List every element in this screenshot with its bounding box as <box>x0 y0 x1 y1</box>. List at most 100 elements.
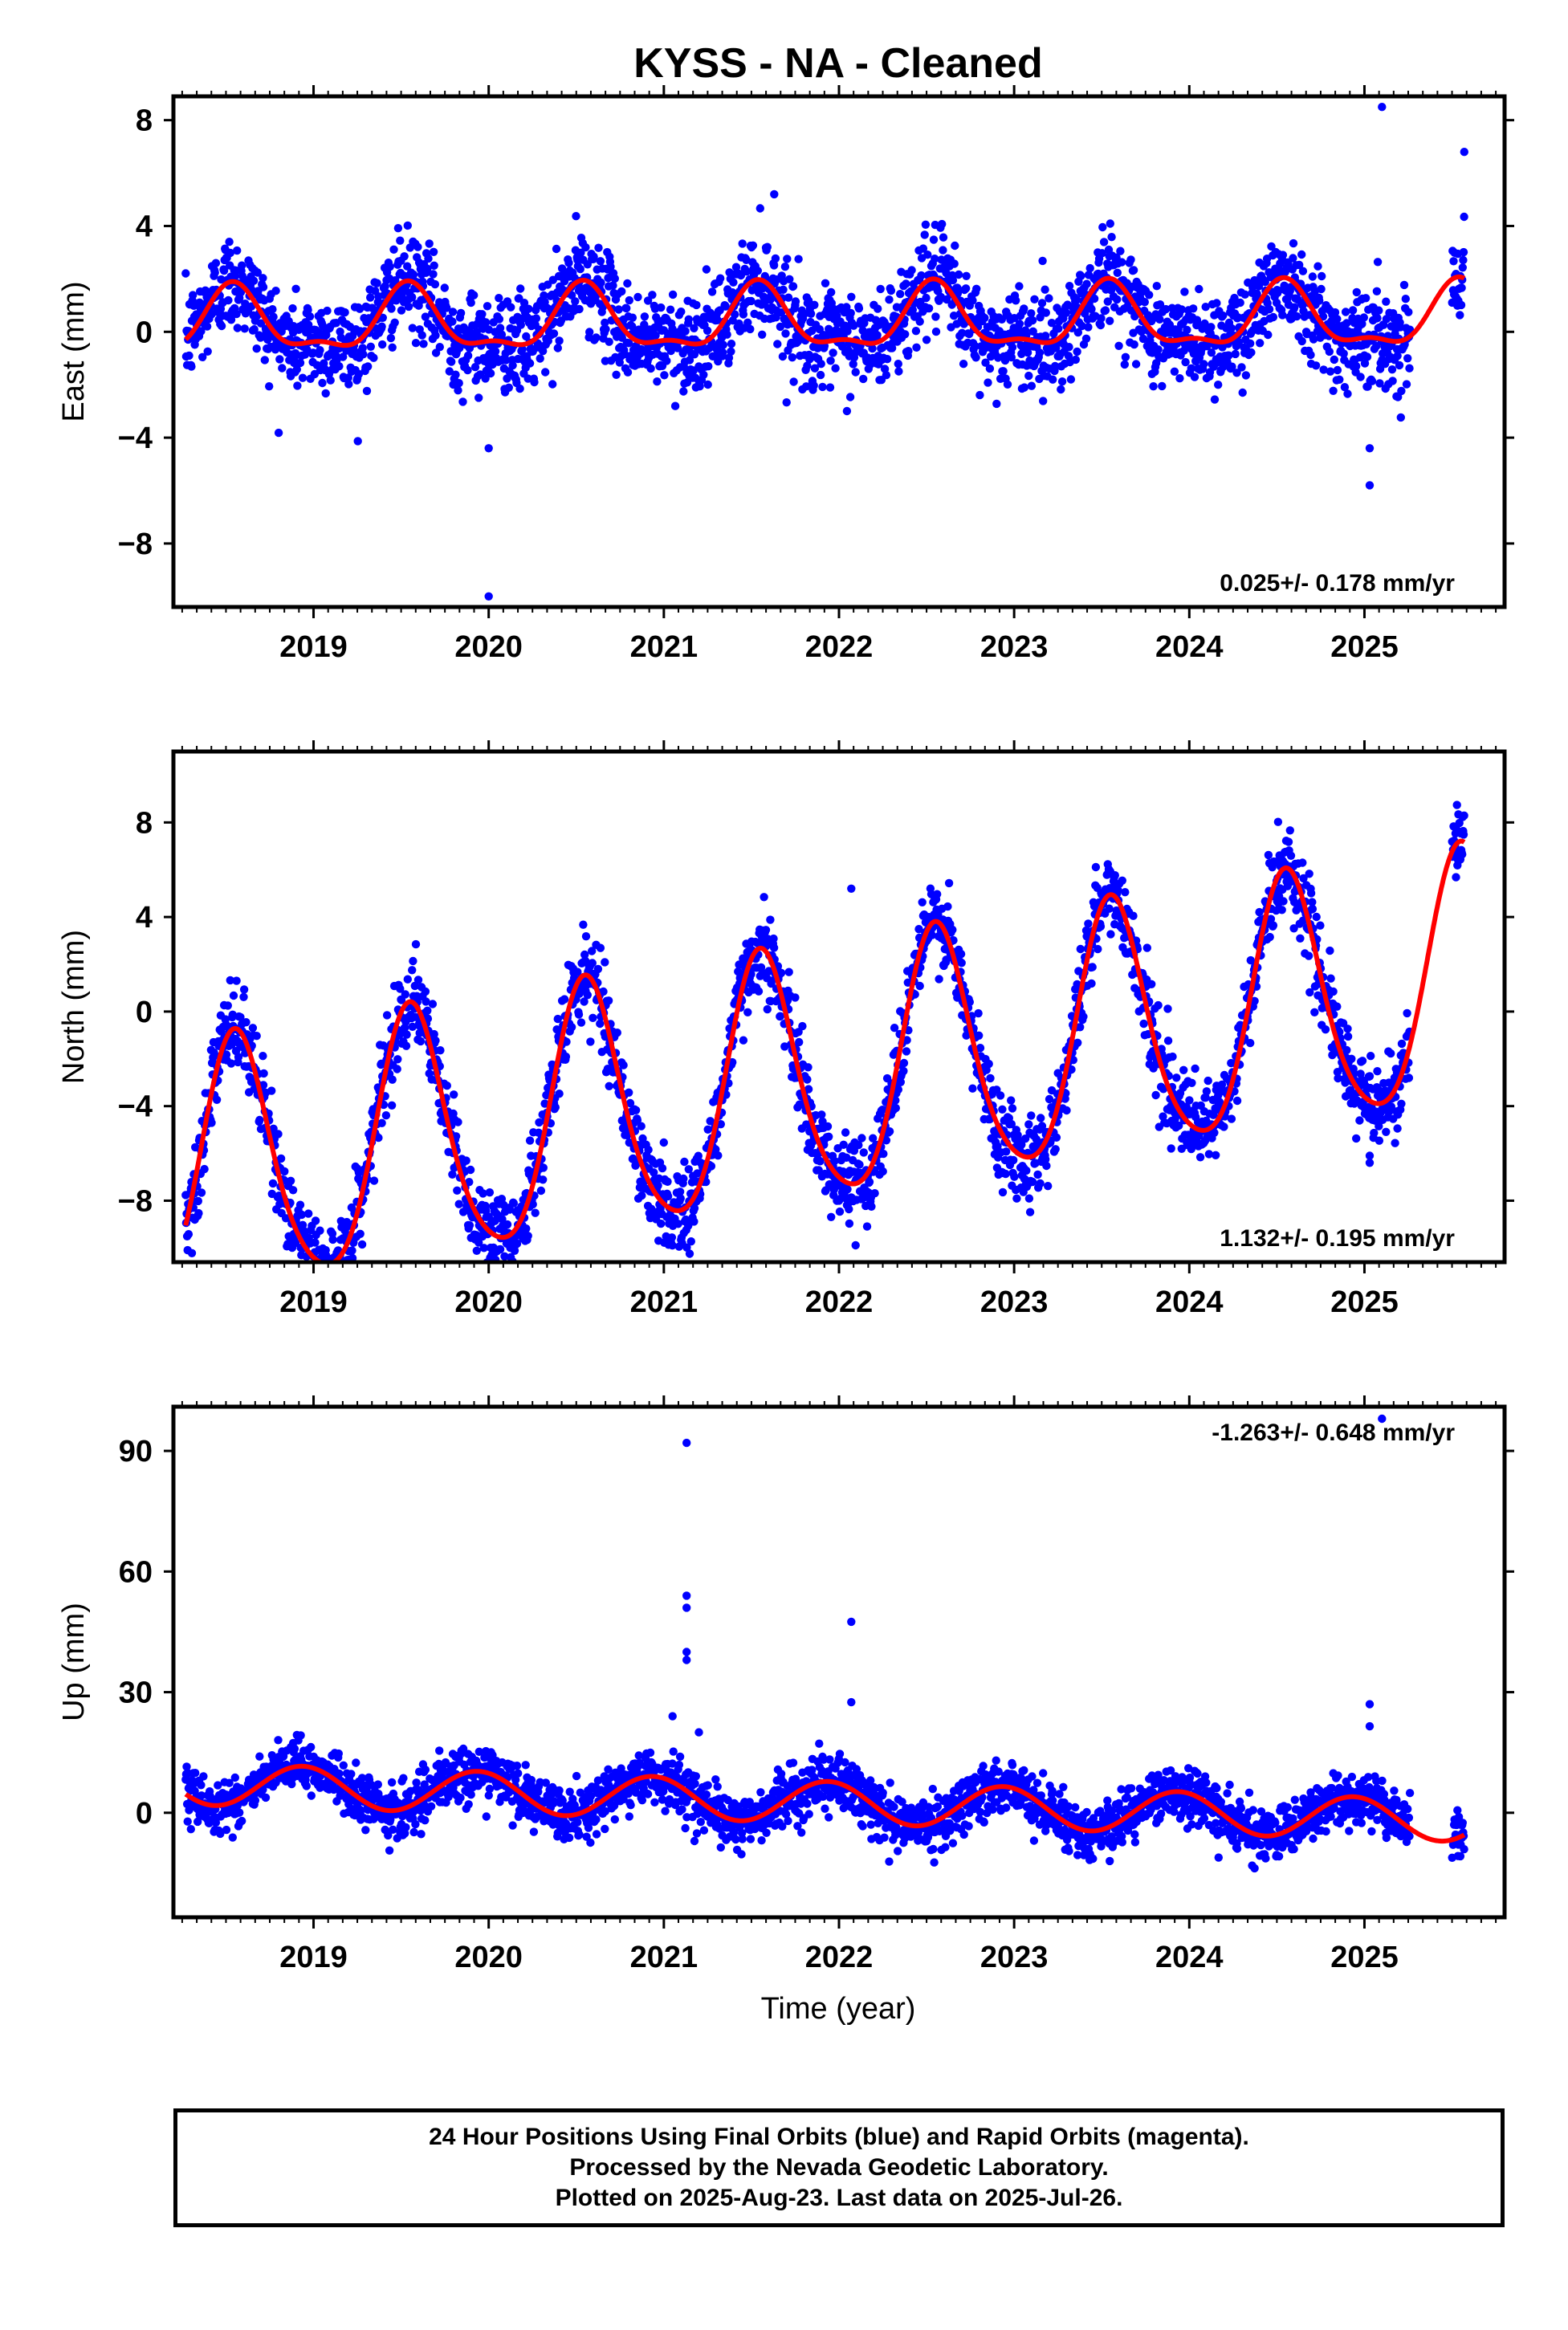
data-point <box>1161 304 1171 314</box>
data-point <box>816 370 825 380</box>
data-point <box>951 241 959 251</box>
data-point <box>1154 1000 1163 1010</box>
data-point <box>954 270 963 279</box>
data-point <box>677 308 686 316</box>
data-point <box>1045 294 1053 303</box>
data-point <box>719 348 727 357</box>
data-point <box>731 310 739 319</box>
data-point <box>1404 308 1413 316</box>
data-point <box>984 378 992 387</box>
data-point <box>495 1244 505 1254</box>
data-point <box>742 255 751 264</box>
data-point <box>413 976 423 984</box>
data-point <box>515 384 524 393</box>
data-point <box>1341 308 1350 316</box>
data-point <box>878 1106 887 1114</box>
data-point <box>831 364 840 373</box>
data-point <box>806 309 816 318</box>
data-point <box>255 1115 264 1125</box>
data-point <box>233 324 242 332</box>
data-point <box>522 1224 531 1233</box>
data-point <box>648 291 657 299</box>
data-point <box>882 371 891 380</box>
data-point <box>291 1272 299 1280</box>
data-point <box>316 1226 324 1235</box>
data-point <box>1007 1096 1016 1105</box>
data-point <box>324 1272 332 1280</box>
data-point <box>849 353 859 362</box>
data-point <box>685 356 694 365</box>
data-point <box>993 1142 1002 1151</box>
data-point <box>422 997 430 1006</box>
data-point <box>1185 1096 1194 1105</box>
data-point <box>859 1148 869 1157</box>
data-point <box>707 287 717 296</box>
data-point <box>1081 334 1091 343</box>
data-point <box>454 1200 463 1208</box>
data-point <box>1030 295 1039 303</box>
data-point <box>523 374 532 383</box>
data-point <box>560 995 569 1004</box>
data-point <box>878 1167 887 1176</box>
data-point <box>596 257 605 266</box>
data-point <box>340 308 349 317</box>
data-point <box>791 993 800 1002</box>
data-point <box>393 1055 402 1064</box>
data-point <box>430 279 440 289</box>
data-point <box>298 373 307 382</box>
data-point <box>1037 1114 1045 1122</box>
data-point <box>305 312 315 321</box>
data-point <box>859 374 868 384</box>
data-point <box>1024 1120 1033 1129</box>
data-point <box>238 261 246 270</box>
data-point <box>849 321 858 330</box>
data-point <box>768 976 776 985</box>
data-point <box>539 347 548 356</box>
data-point <box>232 309 241 319</box>
data-point <box>1167 303 1177 312</box>
data-point <box>1373 314 1382 323</box>
data-point <box>1045 1094 1054 1104</box>
data-point <box>761 926 771 935</box>
data-point <box>625 1088 633 1098</box>
data-point <box>1041 332 1050 340</box>
data-point <box>921 220 931 229</box>
data-point <box>619 1061 628 1069</box>
data-point <box>927 931 936 940</box>
data-point <box>393 1065 401 1073</box>
data-point <box>943 902 952 911</box>
data-point <box>1203 1076 1212 1086</box>
data-point <box>1028 1177 1037 1187</box>
data-point <box>729 278 738 287</box>
data-point <box>1002 1147 1011 1156</box>
data-point <box>703 326 712 335</box>
data-point <box>776 308 786 317</box>
data-point <box>1036 1179 1045 1188</box>
data-point <box>1247 348 1256 357</box>
data-point <box>586 1037 595 1046</box>
data-point <box>522 332 531 341</box>
data-point <box>588 959 597 967</box>
data-point <box>902 1036 911 1045</box>
data-point <box>531 1208 540 1217</box>
data-point <box>1204 1150 1214 1159</box>
chart-title: KYSS - NA - Cleaned <box>633 40 1043 87</box>
data-point <box>1309 335 1318 344</box>
data-point <box>1062 1106 1071 1115</box>
data-point <box>922 293 931 303</box>
data-point <box>1224 351 1233 360</box>
data-point <box>1057 385 1065 394</box>
data-point <box>561 1052 571 1061</box>
data-point <box>1106 219 1115 228</box>
data-point <box>653 377 662 386</box>
data-point <box>938 219 947 229</box>
data-point <box>1138 334 1148 344</box>
data-point <box>1008 343 1017 352</box>
data-point <box>1118 876 1127 886</box>
data-point <box>1087 979 1096 988</box>
data-point <box>339 352 348 361</box>
data-point <box>1261 278 1270 287</box>
data-point <box>666 305 675 314</box>
data-point <box>1189 304 1198 313</box>
